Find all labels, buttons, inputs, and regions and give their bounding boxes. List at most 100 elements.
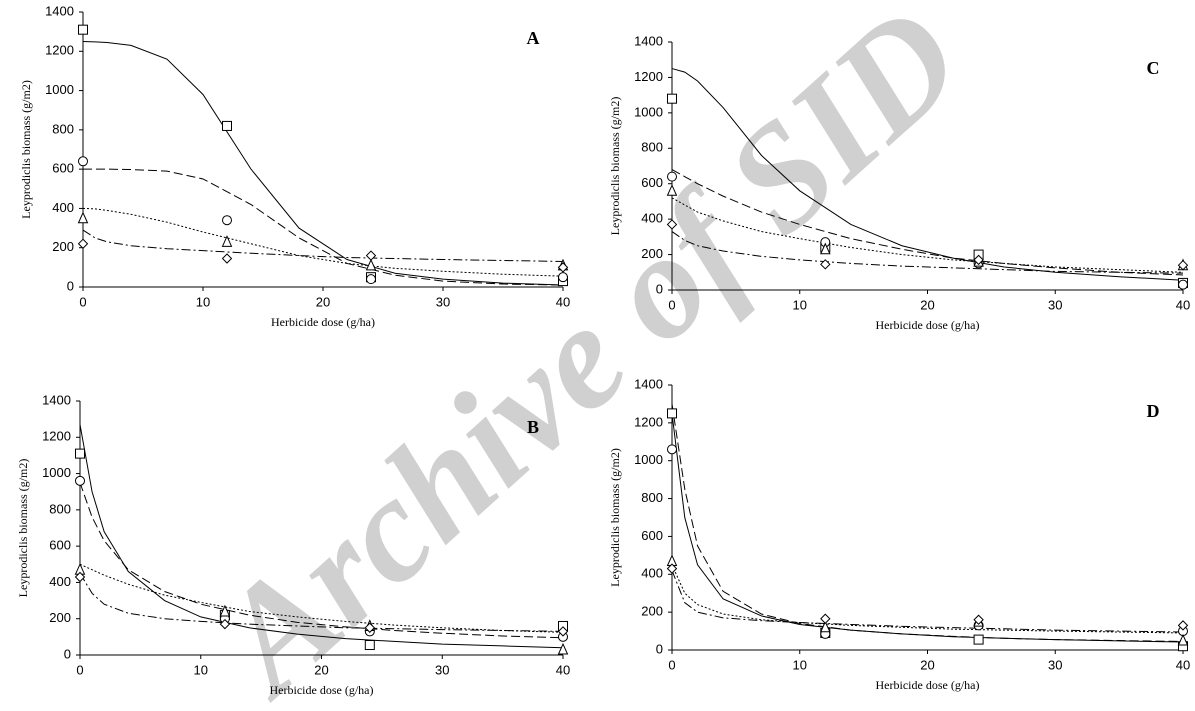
y-tick-label: 200 bbox=[52, 239, 74, 254]
marker-diamond bbox=[666, 219, 678, 230]
fit-curve bbox=[82, 229, 564, 262]
marker-square bbox=[75, 448, 85, 459]
marker-diamond bbox=[820, 259, 831, 270]
marker-diamond bbox=[364, 622, 376, 633]
y-tick-label: 1000 bbox=[45, 82, 74, 97]
y-tick-label: 0 bbox=[67, 278, 74, 293]
y-tick-label: 1400 bbox=[45, 3, 74, 18]
marker-diamond bbox=[77, 238, 89, 249]
y-tick-label: 400 bbox=[641, 566, 663, 581]
y-tick-label: 0 bbox=[656, 281, 663, 296]
x-axis-label: Herbicide dose (g/ha) bbox=[876, 318, 980, 332]
fit-curve bbox=[671, 169, 1184, 276]
y-tick-label: 1200 bbox=[45, 43, 74, 58]
y-axis-label: Leyprodiclis biomass (g/m2) bbox=[16, 459, 30, 598]
marker-square bbox=[973, 634, 984, 645]
x-tick-label: 20 bbox=[920, 657, 934, 672]
marker-triangle bbox=[1177, 633, 1189, 646]
x-tick-label: 0 bbox=[79, 294, 86, 309]
y-tick-label: 800 bbox=[52, 121, 74, 136]
marker-triangle bbox=[365, 258, 377, 271]
marker-square bbox=[667, 93, 677, 104]
marker-circle bbox=[222, 215, 232, 226]
y-tick-label: 400 bbox=[52, 200, 74, 215]
marker-diamond bbox=[666, 563, 678, 574]
x-tick-label: 20 bbox=[316, 294, 330, 309]
y-axis-label: Leyprodiclis biomass (g/m2) bbox=[19, 80, 33, 219]
x-tick-label: 30 bbox=[1048, 657, 1062, 672]
marker-circle bbox=[667, 171, 677, 182]
marker-triangle bbox=[219, 604, 231, 617]
marker-triangle bbox=[666, 184, 678, 196]
marker-diamond bbox=[557, 626, 569, 637]
fit-curve bbox=[671, 403, 1184, 642]
panel-label: A bbox=[527, 28, 540, 48]
y-tick-label: 800 bbox=[49, 501, 71, 516]
y-tick-label: 1000 bbox=[42, 465, 71, 480]
x-tick-label: 30 bbox=[1048, 297, 1062, 312]
x-tick-label: 0 bbox=[668, 297, 675, 312]
y-tick-label: 200 bbox=[641, 246, 663, 261]
y-axis-label: Leyprodiclis biomass (g/m2) bbox=[608, 97, 622, 236]
fit-curve bbox=[671, 413, 1184, 643]
marker-diamond bbox=[74, 571, 86, 583]
marker-diamond bbox=[221, 253, 233, 264]
y-tick-label: 600 bbox=[641, 175, 663, 190]
y-axis-label: Leyprodiclis biomass (g/m2) bbox=[608, 448, 622, 587]
y-tick-label: 1200 bbox=[634, 69, 663, 84]
y-tick-label: 1400 bbox=[634, 376, 663, 391]
fit-curve bbox=[79, 563, 564, 633]
y-tick-label: 1200 bbox=[634, 414, 663, 429]
x-tick-label: 40 bbox=[556, 294, 570, 309]
marker-diamond bbox=[973, 614, 984, 625]
fit-curve bbox=[79, 424, 564, 649]
y-tick-label: 400 bbox=[49, 574, 71, 589]
y-tick-label: 800 bbox=[641, 490, 663, 505]
y-tick-label: 1200 bbox=[42, 429, 71, 444]
x-axis-label: Herbicide dose (g/ha) bbox=[270, 683, 374, 697]
fit-curve bbox=[671, 231, 1184, 274]
marker-triangle bbox=[557, 642, 569, 655]
marker-circle bbox=[1178, 279, 1188, 290]
panel-label: B bbox=[527, 417, 539, 437]
x-tick-label: 10 bbox=[194, 662, 208, 677]
marker-square bbox=[222, 120, 232, 131]
marker-circle bbox=[78, 156, 88, 167]
marker-diamond bbox=[1177, 259, 1189, 271]
y-tick-label: 400 bbox=[641, 211, 663, 226]
marker-circle bbox=[75, 475, 85, 486]
y-tick-label: 0 bbox=[656, 641, 663, 656]
marker-circle bbox=[667, 444, 677, 455]
fit-curve bbox=[671, 197, 1184, 273]
x-tick-label: 40 bbox=[1176, 297, 1190, 312]
fit-curve bbox=[82, 207, 564, 277]
y-tick-label: 1000 bbox=[634, 104, 663, 119]
x-tick-label: 40 bbox=[1176, 657, 1190, 672]
panel-label: C bbox=[1147, 58, 1160, 78]
marker-triangle bbox=[77, 211, 89, 224]
watermark: Archive of SID bbox=[181, 0, 992, 711]
x-tick-label: 10 bbox=[793, 657, 807, 672]
y-tick-label: 200 bbox=[49, 610, 71, 625]
marker-square bbox=[78, 24, 88, 35]
marker-diamond bbox=[365, 250, 377, 261]
y-tick-label: 200 bbox=[641, 604, 663, 619]
fit-curve bbox=[82, 40, 564, 286]
fit-curve bbox=[83, 168, 564, 286]
x-axis-label: Herbicide dose (g/ha) bbox=[271, 315, 375, 329]
marker-diamond bbox=[820, 613, 831, 624]
marker-square bbox=[667, 408, 677, 419]
x-tick-label: 10 bbox=[196, 294, 210, 309]
marker-triangle bbox=[820, 242, 831, 255]
marker-circle bbox=[366, 274, 376, 285]
x-tick-label: 10 bbox=[793, 297, 807, 312]
marker-diamond bbox=[219, 618, 231, 630]
marker-triangle bbox=[221, 235, 233, 247]
marker-diamond bbox=[557, 262, 569, 273]
fit-curve bbox=[671, 564, 1184, 634]
marker-circle bbox=[558, 272, 568, 283]
marker-square bbox=[364, 640, 375, 651]
marker-diamond bbox=[973, 254, 984, 266]
